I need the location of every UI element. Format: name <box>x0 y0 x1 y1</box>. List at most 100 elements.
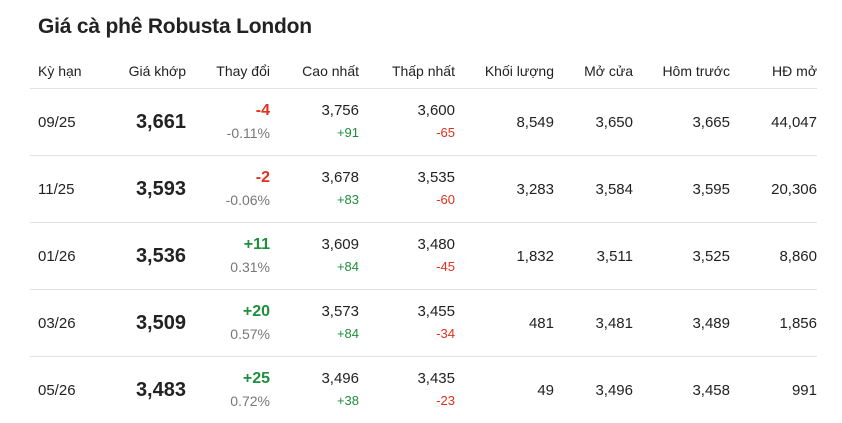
high-diff: +84 <box>337 323 359 345</box>
match-price-cell: 3,536 <box>106 223 186 290</box>
match-price: 3,536 <box>136 245 186 267</box>
open-cell: 3,481 <box>554 290 633 357</box>
high-cell: 3,609+84 <box>270 223 359 290</box>
change-percent: -0.06% <box>226 189 270 211</box>
high-diff: +91 <box>337 122 359 144</box>
low-value: 3,535 <box>417 167 455 189</box>
high-diff: +83 <box>337 189 359 211</box>
change-percent: -0.11% <box>227 122 270 144</box>
header-change: Thay đổi <box>186 53 270 89</box>
low-value: 3,480 <box>417 234 455 256</box>
open-cell: 3,496 <box>554 357 633 423</box>
low-cell: 3,455-34 <box>359 290 455 357</box>
table-row: 09/25 3,661 -4-0.11% 3,756+91 3,600-65 8… <box>30 89 817 156</box>
price-table-body: 09/25 3,661 -4-0.11% 3,756+91 3,600-65 8… <box>30 89 817 423</box>
change-value: +20 <box>243 301 270 323</box>
change-value: +11 <box>244 234 270 256</box>
term-cell: 09/25 <box>30 89 106 156</box>
header-prev-close: Hôm trước <box>633 53 730 89</box>
prev-close-cell: 3,595 <box>633 156 730 223</box>
high-value: 3,678 <box>321 167 359 189</box>
low-diff: -34 <box>436 323 455 345</box>
open-interest-cell: 991 <box>730 357 817 423</box>
price-table: Kỳ hạn Giá khớp Thay đổi Cao nhất Thấp n… <box>30 53 817 423</box>
header-row: Kỳ hạn Giá khớp Thay đổi Cao nhất Thấp n… <box>30 53 817 89</box>
open-cell: 3,584 <box>554 156 633 223</box>
match-price-cell: 3,593 <box>106 156 186 223</box>
low-cell: 3,435-23 <box>359 357 455 423</box>
high-cell: 3,678+83 <box>270 156 359 223</box>
term-cell: 03/26 <box>30 290 106 357</box>
change-value: -2 <box>256 167 270 189</box>
match-price: 3,593 <box>136 178 186 200</box>
low-diff: -65 <box>436 122 455 144</box>
high-cell: 3,573+84 <box>270 290 359 357</box>
low-value: 3,600 <box>417 100 455 122</box>
change-value: -4 <box>256 100 270 122</box>
open-interest-cell: 1,856 <box>730 290 817 357</box>
robusta-price-widget: Giá cà phê Robusta London Kỳ hạn Giá khớ… <box>0 0 842 414</box>
price-table-header: Kỳ hạn Giá khớp Thay đổi Cao nhất Thấp n… <box>30 53 817 89</box>
header-term: Kỳ hạn <box>30 53 106 89</box>
prev-close-cell: 3,489 <box>633 290 730 357</box>
prev-close-cell: 3,665 <box>633 89 730 156</box>
volume-cell: 8,549 <box>455 89 554 156</box>
low-cell: 3,480-45 <box>359 223 455 290</box>
open-cell: 3,511 <box>554 223 633 290</box>
high-value: 3,609 <box>321 234 359 256</box>
header-match-price: Giá khớp <box>106 53 186 89</box>
term-cell: 05/26 <box>30 357 106 423</box>
header-low: Thấp nhất <box>359 53 455 89</box>
low-cell: 3,535-60 <box>359 156 455 223</box>
high-cell: 3,496+38 <box>270 357 359 423</box>
low-cell: 3,600-65 <box>359 89 455 156</box>
prev-close-cell: 3,458 <box>633 357 730 423</box>
header-open: Mở cửa <box>554 53 633 89</box>
open-interest-cell: 20,306 <box>730 156 817 223</box>
match-price-cell: 3,661 <box>106 89 186 156</box>
open-cell: 3,650 <box>554 89 633 156</box>
header-open-interest: HĐ mở <box>730 53 817 89</box>
match-price: 3,483 <box>136 379 186 401</box>
low-value: 3,435 <box>417 368 455 390</box>
high-value: 3,496 <box>321 368 359 390</box>
change-percent: 0.31% <box>230 256 270 278</box>
volume-cell: 49 <box>455 357 554 423</box>
high-diff: +84 <box>337 256 359 278</box>
low-diff: -60 <box>436 189 455 211</box>
high-diff: +38 <box>337 390 359 412</box>
volume-cell: 3,283 <box>455 156 554 223</box>
change-percent: 0.72% <box>230 390 270 412</box>
change-value: +25 <box>243 368 270 390</box>
open-interest-cell: 8,860 <box>730 223 817 290</box>
match-price: 3,661 <box>136 111 186 133</box>
low-diff: -45 <box>436 256 455 278</box>
volume-cell: 481 <box>455 290 554 357</box>
header-high: Cao nhất <box>270 53 359 89</box>
header-volume: Khối lượng <box>455 53 554 89</box>
volume-cell: 1,832 <box>455 223 554 290</box>
widget-title: Giá cà phê Robusta London <box>38 15 312 39</box>
match-price: 3,509 <box>136 312 186 334</box>
high-value: 3,756 <box>321 100 359 122</box>
prev-close-cell: 3,525 <box>633 223 730 290</box>
match-price-cell: 3,483 <box>106 357 186 423</box>
table-row: 11/25 3,593 -2-0.06% 3,678+83 3,535-60 3… <box>30 156 817 223</box>
term-cell: 01/26 <box>30 223 106 290</box>
low-diff: -23 <box>436 390 455 412</box>
open-interest-cell: 44,047 <box>730 89 817 156</box>
low-value: 3,455 <box>417 301 455 323</box>
change-cell: -2-0.06% <box>186 156 270 223</box>
change-percent: 0.57% <box>230 323 270 345</box>
change-cell: -4-0.11% <box>186 89 270 156</box>
high-cell: 3,756+91 <box>270 89 359 156</box>
term-cell: 11/25 <box>30 156 106 223</box>
high-value: 3,573 <box>321 301 359 323</box>
match-price-cell: 3,509 <box>106 290 186 357</box>
